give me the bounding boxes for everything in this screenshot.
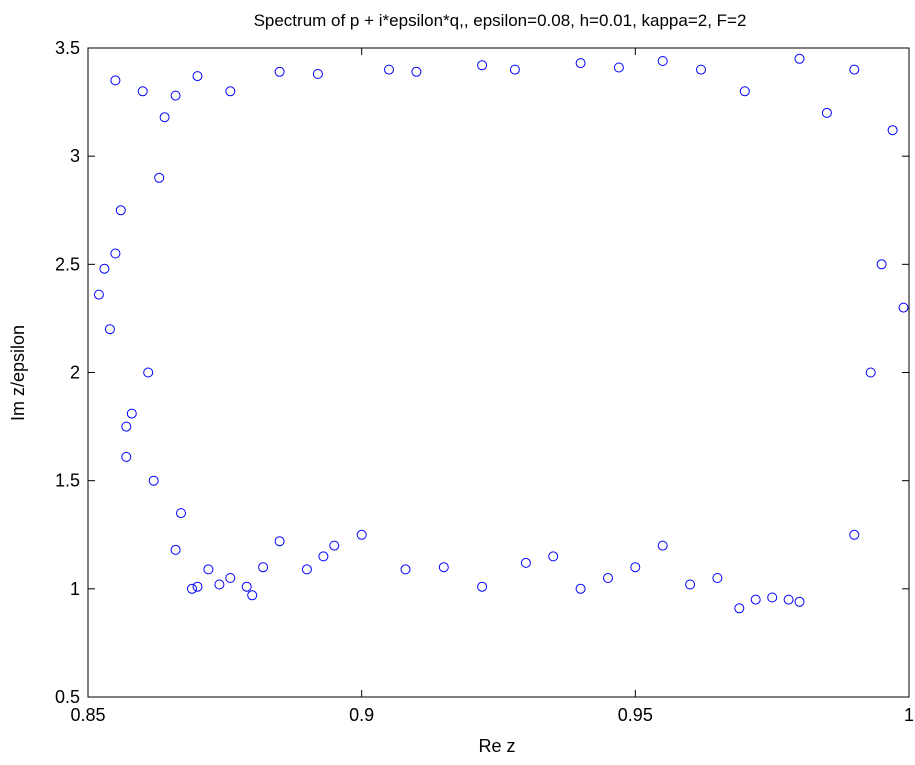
scatter-point [126, 408, 137, 419]
scatter-point [170, 90, 181, 101]
y-tick-label: 3 [70, 146, 80, 166]
scatter-point [898, 302, 909, 313]
y-tick-label: 2.5 [55, 254, 80, 274]
plot-frame [87, 47, 910, 698]
scatter-point [794, 53, 805, 64]
y-axis-ticks: 0.5 1 1.5 2 2.5 3 3.5 [55, 38, 909, 707]
scatter-point [121, 421, 132, 432]
scatter-point [159, 112, 170, 123]
scatter-point [438, 562, 449, 573]
scatter-point [696, 64, 706, 75]
scatter-point [110, 248, 121, 259]
scatter-point [821, 107, 832, 118]
scatter-point [99, 263, 110, 274]
scatter-point [154, 172, 165, 183]
scatter-point [477, 60, 488, 71]
scatter-point [685, 579, 696, 590]
scatter-point [110, 75, 121, 86]
scatter-point [274, 66, 285, 77]
plot-area: 0.85 0.9 0.95 1 0.5 1 1.5 2 2.5 3 3.5 [55, 38, 914, 725]
x-tick-label: 0.95 [618, 705, 653, 725]
scatter-point [548, 551, 559, 562]
scatter-point [176, 508, 186, 519]
scatter-point [121, 451, 132, 462]
x-axis-ticks: 0.85 0.9 0.95 1 [70, 48, 914, 725]
scatter-point [329, 540, 340, 551]
y-tick-label: 3.5 [55, 38, 80, 58]
scatter-point [657, 56, 668, 66]
scatter-point [104, 324, 115, 335]
scatter-point [865, 367, 876, 378]
scatter-point [137, 86, 148, 97]
scatter-point [170, 544, 181, 555]
scatter-point [876, 259, 887, 270]
scatter-point [520, 557, 531, 568]
scatter-point [225, 86, 236, 97]
scatter-point [148, 475, 159, 486]
scatter-point [630, 562, 641, 573]
scatter-point [849, 529, 860, 540]
scatter-point [734, 603, 745, 614]
scatter-point [312, 69, 323, 79]
scatter-point [767, 592, 778, 603]
scatter-point [575, 583, 586, 594]
y-tick-label: 1 [70, 579, 80, 599]
scatter-point [794, 596, 805, 607]
scatter-point [115, 205, 126, 216]
scatter-point [477, 581, 488, 592]
scatter-point [712, 573, 723, 583]
chart-title: Spectrum of p + i*epsilon*q,, epsilon=0.… [254, 11, 747, 30]
scatter-point [750, 594, 761, 605]
scatter-point [301, 564, 312, 575]
scatter-point [241, 581, 252, 592]
scatter-point [187, 583, 197, 594]
scatter-point [411, 66, 422, 77]
y-tick-label: 1.5 [55, 471, 80, 491]
scatter-point [192, 581, 203, 592]
scatter-point [783, 594, 794, 605]
x-tick-label: 1 [904, 705, 914, 725]
scatter-point [192, 71, 203, 82]
scatter-point [400, 564, 411, 575]
scatter-point [143, 367, 154, 378]
x-tick-label: 0.9 [349, 705, 374, 725]
scatter-point [657, 540, 668, 551]
y-tick-label: 0.5 [55, 687, 80, 707]
scatter-point [214, 579, 225, 590]
scatter-point [739, 86, 750, 97]
scatter-point [93, 289, 104, 300]
scatter-point [613, 62, 624, 73]
scatter-point [384, 64, 394, 75]
y-axis-label: Im z/epsilon [8, 325, 28, 421]
scatter-point [603, 573, 613, 583]
scatter-point [509, 64, 520, 75]
x-tick-label: 0.85 [70, 705, 105, 725]
scatter-point [318, 551, 329, 562]
scatter-point [575, 58, 586, 69]
scatter-point [887, 125, 898, 136]
scatter-point [203, 564, 214, 575]
scatter-points [93, 53, 909, 614]
scatter-point [225, 573, 236, 583]
scatter-point [258, 562, 269, 573]
scatter-point [849, 64, 860, 75]
x-axis-label: Re z [478, 736, 515, 756]
y-tick-label: 2 [70, 363, 80, 383]
scatter-point [356, 529, 367, 540]
scatter-point [274, 536, 285, 547]
scatter-point [247, 590, 258, 601]
